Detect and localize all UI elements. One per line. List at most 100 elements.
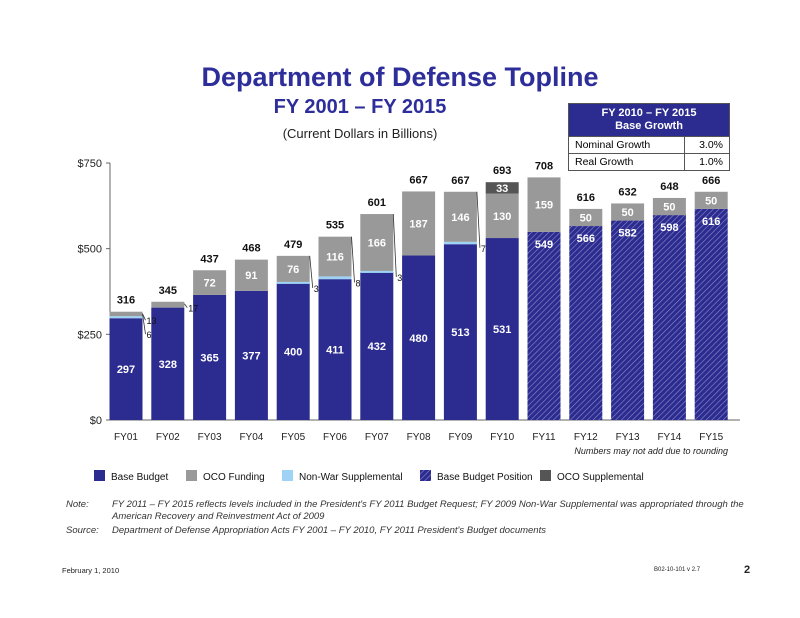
data-label-total: 345 xyxy=(159,285,177,297)
bar-nonwar-supplemental xyxy=(443,241,477,245)
growth-table-header: FY 2010 – FY 2015 Base Growth xyxy=(569,104,729,136)
data-label-callout: 17 xyxy=(188,304,198,314)
data-label-total: 437 xyxy=(200,253,218,265)
data-label-oco: 50 xyxy=(580,212,592,224)
growth-row-value: 3.0% xyxy=(699,139,723,151)
bar-base-budget xyxy=(360,271,394,420)
data-label-total: 666 xyxy=(702,175,720,187)
x-tick-label: FY02 xyxy=(156,432,180,443)
legend-swatch-nonwar xyxy=(282,470,293,481)
data-label-oco: 187 xyxy=(409,218,427,230)
legend-swatch-base-position xyxy=(420,470,431,481)
growth-row-value: 1.0% xyxy=(699,156,723,168)
rounding-footnote: Numbers may not add due to rounding xyxy=(574,446,728,456)
data-label-oco: 130 xyxy=(493,211,511,223)
data-label-base: 531 xyxy=(493,324,511,336)
callout-line xyxy=(309,255,314,288)
legend-swatch-base xyxy=(94,470,105,481)
growth-row-real: Real Growth 1.0% xyxy=(569,153,729,170)
bar-base-budget xyxy=(151,307,185,420)
bar-oco-funding xyxy=(694,191,728,209)
growth-heading-line2: Base Growth xyxy=(615,120,683,132)
page-subtitle: FY 2001 – FY 2015 xyxy=(273,96,447,118)
bar-base-budget xyxy=(109,318,143,420)
bar-nonwar-supplemental xyxy=(318,276,352,280)
data-label-total: 632 xyxy=(618,186,636,198)
bar-oco-funding xyxy=(109,311,143,317)
bar-base-position xyxy=(611,220,645,420)
bar-nonwar-supplemental xyxy=(109,316,143,319)
bar-base-budget xyxy=(443,244,477,420)
source-key: Source: xyxy=(66,525,99,536)
x-tick-label: FY05 xyxy=(281,432,305,443)
bar-base-position xyxy=(527,231,561,420)
data-label-base: 297 xyxy=(117,364,135,376)
data-label-callout: 3 xyxy=(314,284,319,294)
page-title: Department of Defense Topline xyxy=(201,62,599,92)
data-label-total: 667 xyxy=(451,175,469,187)
data-label-oco-supplemental: 33 xyxy=(496,183,508,195)
data-label-base-position: 598 xyxy=(660,222,678,234)
data-label-base-position: 549 xyxy=(535,239,553,251)
data-label-oco: 116 xyxy=(326,252,344,264)
bar-base-budget xyxy=(402,255,436,420)
callout-line xyxy=(392,214,397,277)
y-tick-label: $0 xyxy=(90,415,102,427)
data-label-base: 411 xyxy=(326,345,344,357)
y-tick-label: $750 xyxy=(78,158,102,170)
growth-table: FY 2010 – FY 2015 Base Growth Nominal Gr… xyxy=(568,103,730,171)
data-label-oco: 50 xyxy=(621,207,633,219)
data-label-base: 513 xyxy=(451,327,469,339)
bar-oco-funding xyxy=(443,191,477,242)
data-label-total: 479 xyxy=(284,239,302,251)
bar-oco-funding xyxy=(652,197,686,216)
bar-oco-funding xyxy=(193,270,227,295)
data-label-oco: 166 xyxy=(368,237,386,249)
data-label-callout: 8 xyxy=(356,278,361,288)
note-key: Note: xyxy=(66,499,89,510)
data-label-callout: 3 xyxy=(397,273,402,283)
x-tick-label: FY12 xyxy=(574,432,598,443)
x-tick-label: FY14 xyxy=(657,432,681,443)
callout-line xyxy=(142,313,146,335)
footer-code: B02-10-101 v 2.7 xyxy=(654,567,701,573)
legend-label-base-position: Base Budget Position xyxy=(437,472,533,483)
callout-line xyxy=(183,303,188,308)
data-label-total: 468 xyxy=(242,243,260,255)
bar-oco-funding xyxy=(276,255,310,282)
data-label-oco: 72 xyxy=(203,278,215,290)
bar-oco-funding xyxy=(234,259,268,291)
growth-row-nominal: Nominal Growth 3.0% xyxy=(569,136,729,153)
bar-oco-funding xyxy=(151,301,185,308)
bar-base-budget xyxy=(193,294,227,420)
data-label-base-position: 616 xyxy=(702,216,720,228)
units-label: (Current Dollars in Billions) xyxy=(282,126,438,141)
bar-base-budget xyxy=(485,238,519,420)
data-label-base: 328 xyxy=(159,359,177,371)
data-label-base: 400 xyxy=(284,346,302,358)
bar-base-position xyxy=(694,208,728,420)
x-tick-label: FY13 xyxy=(616,432,640,443)
note-text: FY 2011 – FY 2015 reflects levels includ… xyxy=(112,499,744,522)
data-label-total: 316 xyxy=(117,295,135,307)
data-label-total: 601 xyxy=(368,197,386,209)
legend-label-nonwar: Non-War Supplemental xyxy=(299,472,403,483)
legend-swatch-oco-supplemental xyxy=(540,470,551,481)
data-label-oco: 50 xyxy=(663,202,675,214)
bar-oco-funding xyxy=(402,191,436,256)
bar-base-position xyxy=(652,215,686,420)
callout-line xyxy=(351,236,355,283)
callout-line xyxy=(476,191,481,248)
data-label-total: 616 xyxy=(577,192,595,204)
x-tick-label: FY15 xyxy=(699,432,723,443)
x-tick-label: FY08 xyxy=(407,432,431,443)
legend-swatch-oco xyxy=(186,470,197,481)
legend-label-oco: OCO Funding xyxy=(203,472,265,483)
bar-oco-funding xyxy=(360,214,394,271)
data-label-oco: 50 xyxy=(705,195,717,207)
bar-oco-funding xyxy=(569,208,603,227)
data-label-oco: 91 xyxy=(245,270,257,282)
bar-oco-funding xyxy=(485,193,519,239)
data-label-callout: 13 xyxy=(147,316,157,326)
x-tick-label: FY03 xyxy=(198,432,222,443)
